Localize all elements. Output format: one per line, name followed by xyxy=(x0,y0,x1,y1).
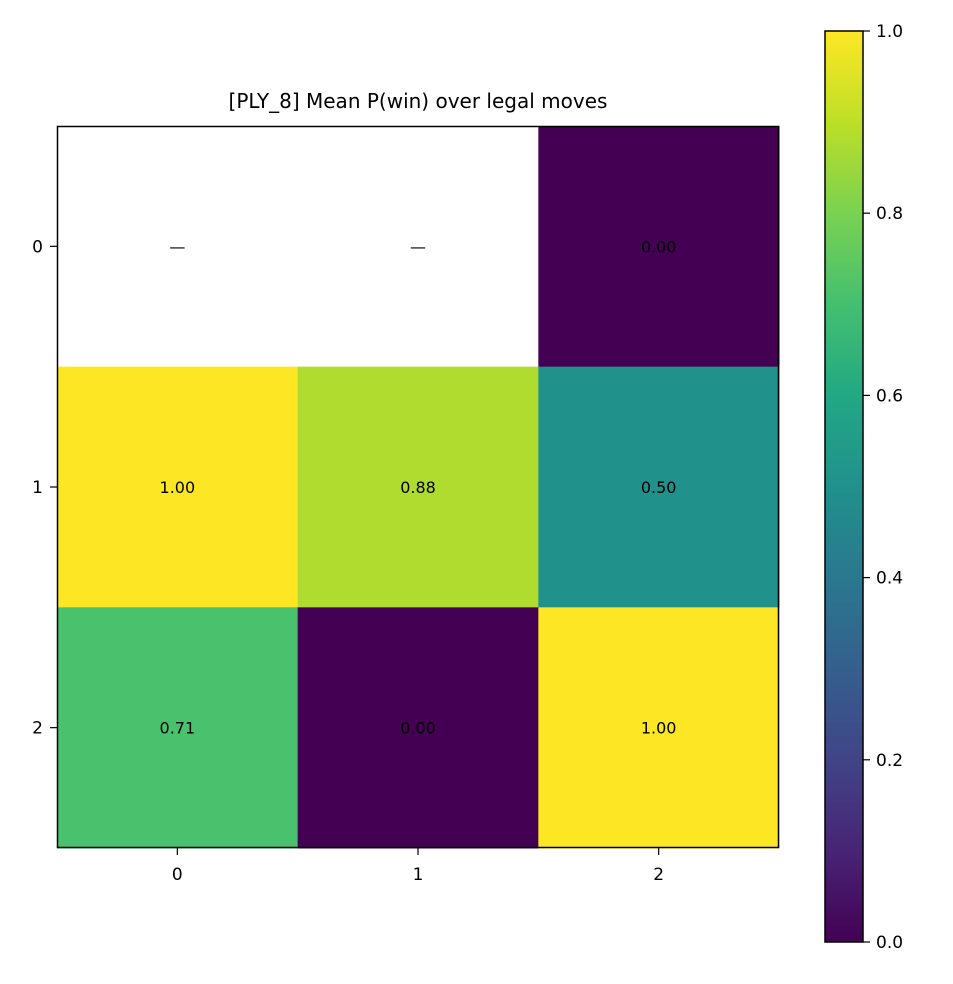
colorbar-tick-label: 1.0 xyxy=(876,22,903,42)
heatmap-cell-r2-c0 xyxy=(57,607,299,849)
x-tick-label: 0 xyxy=(172,865,183,885)
heatmap-cell-r0-c2 xyxy=(538,126,780,368)
cell-label-r0-c0: — xyxy=(169,237,185,256)
heatmap-cell-r1-c1 xyxy=(297,366,539,608)
y-tick-label: 2 xyxy=(32,719,43,739)
colorbar-tick-label: 0.6 xyxy=(876,386,903,406)
colorbar-frame xyxy=(824,30,864,943)
cell-label-r1-c0: 1.00 xyxy=(160,478,196,497)
colorbar-tick-label: 0.8 xyxy=(876,204,903,224)
cell-label-r0-c2: 0.00 xyxy=(641,237,677,256)
heatmap-cell-r2-c2 xyxy=(538,607,780,849)
x-tick-label: 1 xyxy=(413,865,424,885)
heatmap-cell-r2-c1 xyxy=(297,607,539,849)
colorbar-ticks: 0.0 0.2 0.4 0.6 0.8 1.0 xyxy=(863,22,903,953)
colorbar-gradient xyxy=(825,31,863,942)
cell-label-r0-c1: — xyxy=(410,237,426,256)
heatmap-cell-r1-c2 xyxy=(538,366,780,608)
y-tick-label: 0 xyxy=(32,237,43,257)
heatmap-cell-r1-c0 xyxy=(57,366,299,608)
cell-label-r2-c0: 0.71 xyxy=(160,719,196,738)
y-tick-label: 1 xyxy=(32,478,43,498)
cell-label-r1-c2: 0.50 xyxy=(641,478,677,497)
colorbar-tick-label: 0.4 xyxy=(876,569,903,589)
cell-label-r1-c1: 0.88 xyxy=(400,478,436,497)
colorbar: 0.0 0.2 0.4 0.6 0.8 1.0 xyxy=(824,22,903,953)
plot-frame xyxy=(56,125,780,849)
chart-title: [PLY_8] Mean P(win) over legal moves xyxy=(229,89,608,113)
cell-label-r2-c2: 1.00 xyxy=(641,719,677,738)
x-tick-label: 2 xyxy=(653,865,664,885)
colorbar-tick-label: 0.0 xyxy=(876,933,903,953)
cell-label-r2-c1: 0.00 xyxy=(400,719,436,738)
x-axis: 0 1 2 xyxy=(172,848,664,885)
y-axis: 0 1 2 xyxy=(32,237,57,739)
heatmap-cell-labels: — — 0.00 1.00 0.88 0.50 0.71 0.00 1.00 xyxy=(160,237,677,737)
colorbar-tick-label: 0.2 xyxy=(876,751,903,771)
heatmap-cells xyxy=(57,126,780,849)
heatmap-cell-r0-c1 xyxy=(297,126,539,368)
heatmap-cell-r0-c0 xyxy=(57,126,299,368)
